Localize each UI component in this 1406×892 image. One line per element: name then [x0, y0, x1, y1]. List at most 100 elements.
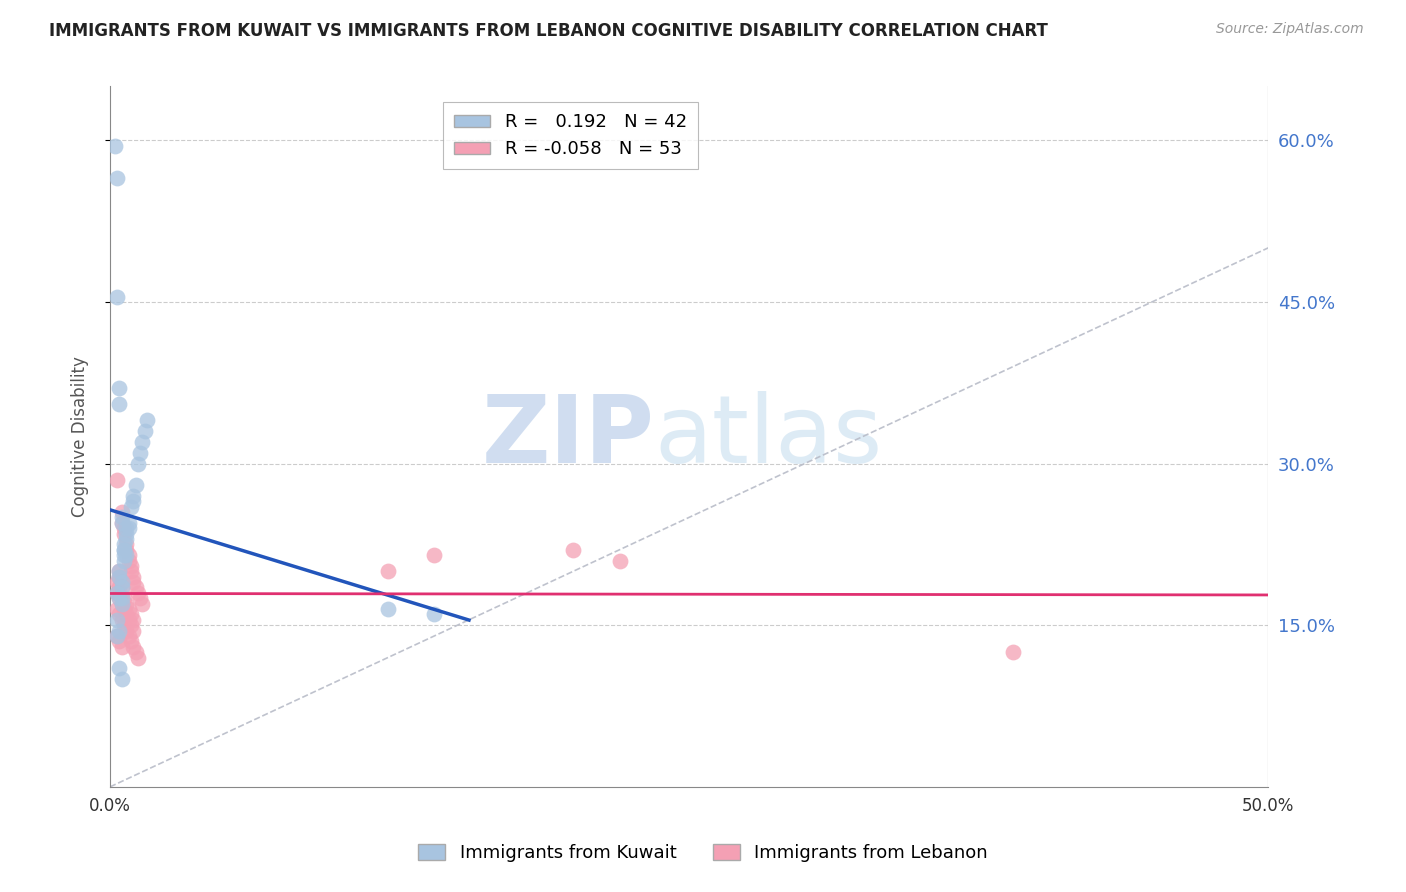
Point: [120, 558, 142, 573]
Point: [124, 645, 146, 659]
Point: [111, 581, 134, 595]
Text: IMMIGRANTS FROM KUWAIT VS IMMIGRANTS FROM LEBANON COGNITIVE DISABILITY CORRELATI: IMMIGRANTS FROM KUWAIT VS IMMIGRANTS FRO…: [49, 22, 1047, 40]
Point: [127, 457, 149, 471]
Point: [122, 575, 145, 590]
Point: [105, 473, 128, 487]
Point: [105, 629, 128, 643]
Point: [111, 505, 134, 519]
Point: [111, 613, 134, 627]
Point: [117, 521, 139, 535]
Point: [108, 634, 131, 648]
Point: [111, 672, 134, 686]
Point: [111, 640, 134, 654]
Point: [115, 537, 138, 551]
Point: [122, 613, 145, 627]
Point: [117, 613, 139, 627]
Point: [112, 542, 135, 557]
Point: [115, 624, 138, 638]
Point: [131, 435, 153, 450]
Point: [131, 597, 153, 611]
Point: [377, 564, 399, 578]
Point: [104, 138, 127, 153]
Point: [562, 542, 585, 557]
Point: [112, 521, 135, 535]
Point: [117, 553, 139, 567]
Point: [105, 602, 128, 616]
Point: [111, 597, 134, 611]
Point: [122, 494, 145, 508]
Point: [117, 548, 139, 562]
Point: [1002, 645, 1025, 659]
Point: [122, 624, 145, 638]
Point: [112, 591, 135, 606]
Point: [122, 489, 145, 503]
Point: [105, 575, 128, 590]
Point: [108, 591, 131, 606]
Point: [115, 607, 138, 622]
Point: [111, 575, 134, 590]
Point: [108, 570, 131, 584]
Point: [377, 602, 399, 616]
Point: [120, 618, 142, 632]
Text: ZIP: ZIP: [481, 391, 654, 483]
Point: [108, 607, 131, 622]
Point: [122, 640, 145, 654]
Point: [111, 516, 134, 530]
Point: [108, 581, 131, 595]
Point: [127, 650, 149, 665]
Point: [120, 634, 142, 648]
Point: [129, 591, 152, 606]
Point: [120, 500, 142, 514]
Point: [112, 618, 135, 632]
Point: [127, 586, 149, 600]
Point: [122, 570, 145, 584]
Legend: R =   0.192   N = 42, R = -0.058   N = 53: R = 0.192 N = 42, R = -0.058 N = 53: [443, 103, 697, 169]
Legend: Immigrants from Kuwait, Immigrants from Lebanon: Immigrants from Kuwait, Immigrants from …: [411, 837, 995, 870]
Point: [117, 516, 139, 530]
Text: Source: ZipAtlas.com: Source: ZipAtlas.com: [1216, 22, 1364, 37]
Point: [111, 510, 134, 524]
Point: [117, 629, 139, 643]
Point: [117, 602, 139, 616]
Point: [105, 171, 128, 186]
Point: [108, 661, 131, 675]
Point: [108, 564, 131, 578]
Point: [115, 548, 138, 562]
Point: [112, 548, 135, 562]
Point: [105, 613, 128, 627]
Point: [108, 397, 131, 411]
Point: [136, 413, 159, 427]
Point: [423, 607, 446, 622]
Point: [115, 526, 138, 541]
Point: [115, 542, 138, 557]
Point: [120, 607, 142, 622]
Point: [105, 289, 128, 303]
Y-axis label: Cognitive Disability: Cognitive Disability: [72, 356, 89, 517]
Point: [115, 597, 138, 611]
Point: [108, 564, 131, 578]
Point: [112, 553, 135, 567]
Point: [112, 602, 135, 616]
Point: [112, 526, 135, 541]
Point: [108, 624, 131, 638]
Point: [115, 521, 138, 535]
Point: [129, 446, 152, 460]
Text: atlas: atlas: [654, 391, 883, 483]
Point: [108, 570, 131, 584]
Point: [108, 381, 131, 395]
Point: [112, 542, 135, 557]
Point: [115, 532, 138, 546]
Point: [111, 516, 134, 530]
Point: [111, 597, 134, 611]
Point: [124, 478, 146, 492]
Point: [112, 537, 135, 551]
Point: [111, 586, 134, 600]
Point: [423, 548, 446, 562]
Point: [120, 564, 142, 578]
Point: [111, 591, 134, 606]
Point: [105, 586, 128, 600]
Point: [609, 553, 631, 567]
Point: [108, 591, 131, 606]
Point: [105, 586, 128, 600]
Point: [105, 629, 128, 643]
